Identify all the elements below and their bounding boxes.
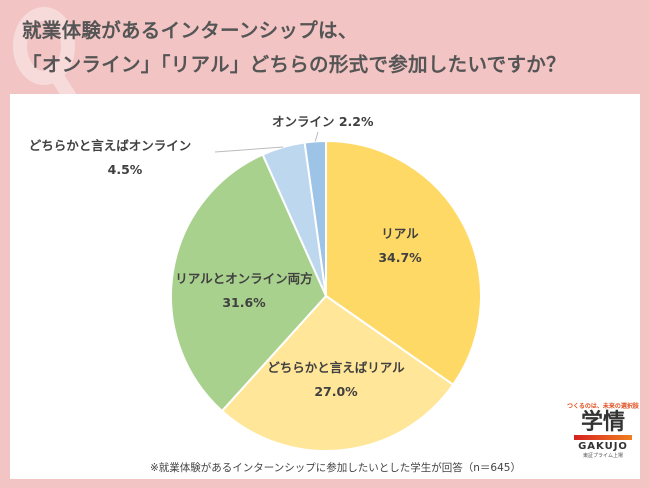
slice-label: リアル bbox=[381, 226, 419, 241]
page-title: 就業体験があるインターンシップは、 「オンライン」「リアル」どちらの形式で参加し… bbox=[22, 14, 566, 82]
gakujo-logo: つくるのは、未来の選択肢 学情 GAKUJO 東証プライム上場 bbox=[566, 403, 640, 460]
leader-line bbox=[314, 131, 319, 142]
title-line-1: 就業体験があるインターンシップは、 bbox=[22, 19, 358, 42]
logo-name: 学情 bbox=[580, 410, 625, 435]
logo-sub: 東証プライム上場 bbox=[583, 453, 623, 459]
slice-value: 31.6% bbox=[222, 295, 266, 310]
slice-label: どちらかと言えばリアル bbox=[267, 360, 405, 375]
title-line-2: 「オンライン」「リアル」どちらの形式で参加したいですか？ bbox=[22, 53, 566, 76]
pie-slice bbox=[220, 294, 455, 452]
logo-en: GAKUJO bbox=[578, 441, 628, 452]
slice-label: オンライン 2.2% bbox=[272, 114, 374, 129]
pie-slice bbox=[325, 139, 482, 387]
footnote: ※就業体験があるインターンシップに参加したいとした学生が回答（n＝645） bbox=[150, 462, 521, 474]
leader-line bbox=[214, 146, 284, 153]
slice-label: リアルとオンライン両方 bbox=[175, 271, 312, 286]
logo-bar bbox=[574, 435, 632, 440]
slice-value: 4.5% bbox=[108, 162, 143, 177]
pie-slice bbox=[170, 153, 328, 413]
slice-label: どちらかと言えばオンライン bbox=[29, 138, 192, 153]
slice-value: 34.7% bbox=[378, 250, 422, 265]
slice-value: 27.0% bbox=[314, 384, 358, 399]
logo-tagline: つくるのは、未来の選択肢 bbox=[567, 403, 639, 410]
